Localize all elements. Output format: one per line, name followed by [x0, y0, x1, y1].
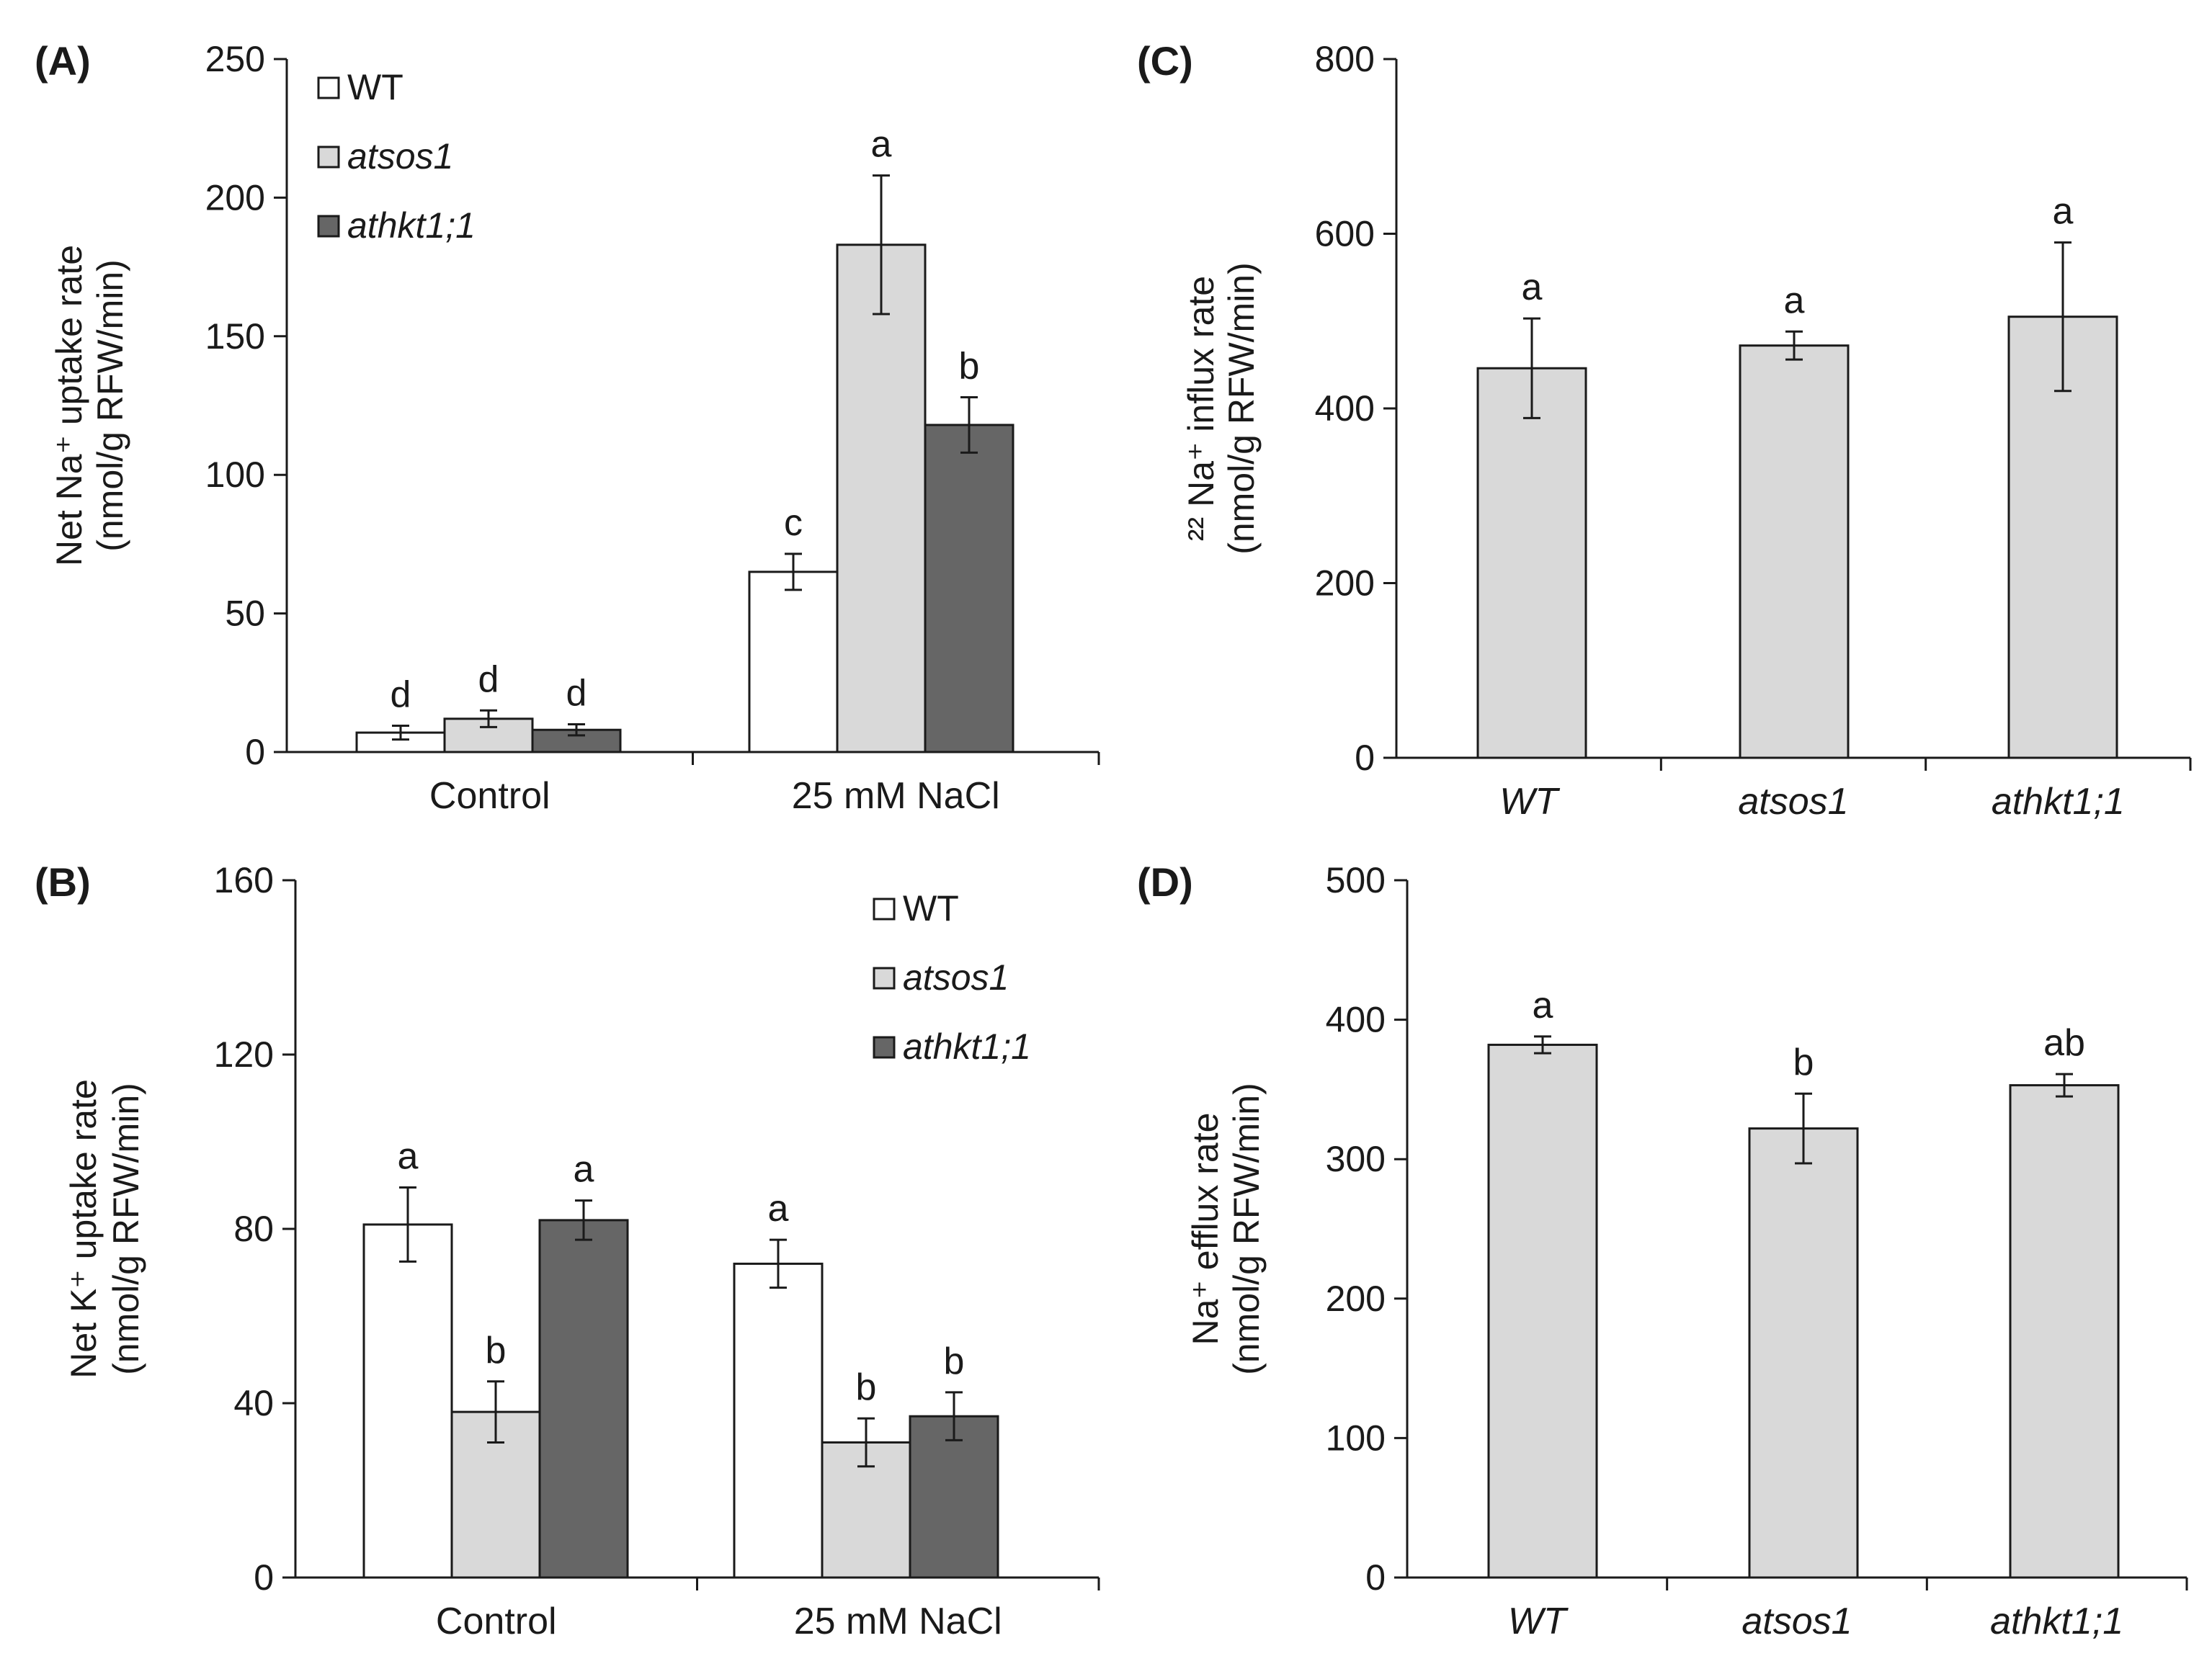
- bar-wt-0: [362, 1223, 453, 1579]
- bar-atsos1: [1739, 344, 1850, 759]
- y-tick-label: 100: [205, 455, 265, 495]
- x-category-label: 25 mM NaCl: [792, 775, 1000, 817]
- panel-d: (D) 0 100 200 300 400 500 Na⁺ efflux rate (nmol/…: [1137, 859, 2188, 1642]
- y-axis-unit: (nmol/g RFW/min): [1226, 1083, 1267, 1375]
- bar-athkt11-0: [531, 728, 622, 753]
- significance-label-atsos1: a: [1784, 279, 1805, 321]
- bar-athkt11-0: [538, 1219, 629, 1579]
- significance-label-wt-1: a: [768, 1188, 789, 1230]
- y-tick-label: 600: [1315, 214, 1375, 254]
- significance-label-atsos1-0: b: [486, 1330, 507, 1372]
- bar-wt-1: [733, 1262, 824, 1579]
- y-tick-label: 200: [1315, 563, 1375, 604]
- significance-label-athkt11-0: d: [566, 673, 587, 715]
- legend-label: atsos1: [347, 136, 453, 176]
- x-category-label: atsos1: [1741, 1601, 1852, 1642]
- x-category-label: Control: [429, 775, 550, 817]
- bar-athkt11-1: [909, 1415, 999, 1579]
- y-axis-label: Na⁺ efflux rate: [1185, 1113, 1226, 1346]
- x-category-label: atsos1: [1738, 781, 1848, 823]
- y-tick-label: 0: [245, 732, 265, 772]
- y-tick-label: 400: [1315, 388, 1375, 429]
- significance-label-athkt11-1: b: [944, 1341, 965, 1382]
- y-axis-unit: (nmol/g RFW/min): [90, 259, 130, 552]
- y-tick-label: 100: [1326, 1418, 1386, 1458]
- y-tick-label: 0: [254, 1557, 274, 1598]
- significance-label-atsos1: b: [1793, 1042, 1814, 1083]
- panel-b: (B) 0 40 80 120 160 Net K⁺ uptake rate (nmol/g …: [35, 859, 1100, 1642]
- legend-swatch: [317, 76, 340, 99]
- legend-swatch: [317, 215, 340, 238]
- y-tick-label: 80: [233, 1209, 274, 1249]
- legend-label: atsos1: [903, 957, 1009, 998]
- significance-label-wt: a: [1533, 985, 1553, 1026]
- y-tick-label: 150: [205, 316, 265, 357]
- x-category-label: WT: [1499, 781, 1560, 823]
- y-axis-label: Net K⁺ uptake rate: [63, 1079, 104, 1379]
- y-tick-label: 400: [1326, 1000, 1386, 1040]
- bar-atsos1-1: [836, 243, 927, 753]
- legend-label: WT: [347, 67, 403, 107]
- panel-label-c: (C): [1137, 38, 1193, 84]
- y-tick-label: 0: [1365, 1557, 1386, 1598]
- y-axis-label: Net Na⁺ uptake rate: [49, 245, 89, 566]
- y-axis-unit: (nmol/g RFW/min): [106, 1083, 146, 1375]
- legend-label: athkt1;1: [347, 205, 476, 246]
- significance-label-wt-0: a: [398, 1136, 419, 1178]
- significance-label-athkt11: a: [2053, 191, 2074, 233]
- y-tick-label: 300: [1326, 1139, 1386, 1179]
- significance-label-wt-0: d: [391, 674, 411, 715]
- y-tick-label: 200: [205, 177, 265, 218]
- y-tick-label: 250: [205, 39, 265, 79]
- x-category-label: Control: [436, 1601, 557, 1642]
- bar-wt: [1487, 1043, 1598, 1579]
- y-tick-label: 40: [233, 1383, 274, 1423]
- y-tick-label: 0: [1355, 738, 1375, 778]
- bar-wt: [1476, 367, 1587, 759]
- bar-athkt11-1: [924, 424, 1014, 753]
- panel-label-b: (B): [35, 859, 91, 905]
- panel-label-d: (D): [1137, 859, 1193, 905]
- legend-swatch: [873, 1036, 896, 1059]
- y-axis-unit: (nmol/g RFW/min): [1221, 262, 1262, 555]
- legend-label: athkt1;1: [903, 1026, 1031, 1067]
- legend-label: WT: [903, 888, 959, 929]
- y-tick-label: 500: [1326, 860, 1386, 900]
- bar-atsos1: [1748, 1127, 1859, 1579]
- x-category-label: 25 mM NaCl: [794, 1601, 1002, 1642]
- y-axis-label: ²² Na⁺ influx rate: [1181, 276, 1221, 541]
- significance-label-athkt11-1: b: [959, 345, 980, 387]
- significance-label-athkt11-0: a: [574, 1149, 594, 1191]
- significance-label-atsos1-0: d: [478, 658, 499, 700]
- bar-athkt11: [2009, 1084, 2120, 1579]
- legend-swatch: [317, 146, 340, 169]
- y-tick-label: 200: [1326, 1279, 1386, 1319]
- legend-swatch: [873, 967, 896, 990]
- x-category-label: athkt1;1: [1992, 781, 2125, 823]
- y-tick-label: 50: [225, 594, 265, 634]
- significance-label-wt-1: c: [784, 502, 803, 544]
- y-tick-label: 160: [214, 860, 274, 900]
- panel-a: (A) 0 50 100 150 200 250 Net Na⁺ uptake rate (nm…: [35, 38, 1100, 817]
- significance-label-wt: a: [1522, 267, 1543, 308]
- x-category-label: WT: [1508, 1601, 1569, 1642]
- panel-label-a: (A): [35, 38, 91, 84]
- y-tick-label: 120: [214, 1034, 274, 1075]
- y-tick-label: 800: [1315, 39, 1375, 79]
- legend-swatch: [873, 898, 896, 921]
- significance-label-atsos1-1: a: [871, 124, 892, 166]
- bar-wt-1: [748, 570, 839, 753]
- panel-c: (C) 0 200 400 600 800 ²² Na⁺ influx rate (nmol/…: [1137, 38, 2192, 823]
- x-category-label: athkt1;1: [1990, 1601, 2123, 1642]
- significance-label-athkt11: ab: [2043, 1022, 2085, 1064]
- significance-label-atsos1-1: b: [856, 1366, 877, 1408]
